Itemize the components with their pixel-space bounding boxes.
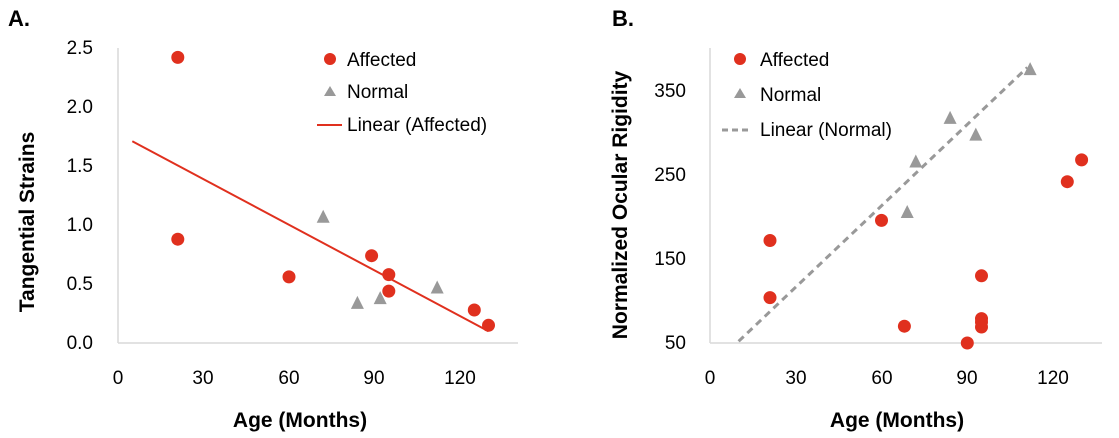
panel-b-ytick: 150 <box>654 249 686 270</box>
legend-affected-marker <box>324 53 336 65</box>
panel-b-xtick: 30 <box>785 368 806 389</box>
legend-normal-marker <box>734 88 746 98</box>
panel-b-ytick: 250 <box>654 165 686 186</box>
panel-b-point-affected <box>1075 153 1089 167</box>
panel-b-y-axis-title: Normalized Ocular Rigidity <box>609 70 632 339</box>
panel-a-point-affected <box>467 303 481 317</box>
legend-normal-label: Normal <box>347 82 408 103</box>
panel-a-point-affected <box>171 50 185 64</box>
panel-b-point-affected <box>1060 175 1074 189</box>
legend-normal-marker <box>324 86 336 96</box>
legend-affected-label: Affected <box>760 50 829 71</box>
panel-a-x-axis-title: Age (Months) <box>233 409 367 432</box>
panel-b-ytick: 50 <box>665 333 686 354</box>
panel-a-ytick: 2.0 <box>67 97 93 118</box>
panel-a-trendline <box>131 140 489 333</box>
panel-a-point-affected <box>482 318 495 332</box>
legend-normal-label: Normal <box>760 85 821 106</box>
legend-trendline-label: Linear (Normal) <box>760 120 892 141</box>
panel-b-point-normal <box>900 204 914 218</box>
panel-b-point-affected <box>975 320 988 334</box>
panel-b-x-axis-title: Age (Months) <box>830 409 964 432</box>
panel-b-point-affected <box>763 291 777 305</box>
panel-b-legend: Affected Normal Linear (Normal) <box>722 50 892 141</box>
panel-b: B. 50 150 250 350 0 30 60 90 120 Age (Mo… <box>609 6 1102 432</box>
panel-a-point-normal <box>350 295 364 309</box>
panel-b-xtick: 0 <box>705 368 716 389</box>
panel-a-point-affected <box>382 268 396 282</box>
panel-b-point-affected <box>763 234 777 247</box>
legend-affected-label: Affected <box>347 50 416 71</box>
panel-a-y-axis-title: Tangential Strains <box>16 132 39 312</box>
panel-a-ytick: 2.5 <box>67 38 93 59</box>
panel-a-ytick: 1.0 <box>67 215 93 236</box>
panel-a-point-normal <box>373 291 387 305</box>
panel-b-ytick: 350 <box>654 81 686 102</box>
panel-a-point-affected <box>171 232 185 246</box>
panel-a-xtick: 60 <box>278 368 299 389</box>
panel-a-xtick: 30 <box>192 368 213 389</box>
panel-a-ytick: 0.5 <box>67 274 93 295</box>
panel-b-xtick: 120 <box>1037 368 1069 389</box>
panel-b-point-normal <box>909 154 923 168</box>
legend-trendline-label: Linear (Affected) <box>347 115 487 136</box>
panel-a-point-normal <box>316 209 330 223</box>
panel-a-point-affected <box>365 249 379 263</box>
panel-a-legend: Affected Normal Linear (Affected) <box>317 50 487 136</box>
panel-a-label: A. <box>8 6 30 31</box>
panel-a-plot-area <box>131 50 495 333</box>
panel-b-point-affected <box>975 269 988 283</box>
panel-a: A. 0.0 0.5 1.0 1.5 2.0 2.5 0 30 60 90 12… <box>8 6 518 432</box>
legend-affected-marker <box>734 53 746 65</box>
panel-b-point-affected <box>875 213 888 227</box>
panel-a-point-affected <box>282 270 296 284</box>
panel-b-xtick: 90 <box>956 368 977 389</box>
panel-a-xtick: 90 <box>363 368 384 389</box>
panel-b-point-normal <box>969 127 983 141</box>
panel-a-point-affected <box>382 284 396 298</box>
panel-b-xtick: 60 <box>871 368 892 389</box>
panel-b-point-affected <box>960 336 974 350</box>
panel-a-xtick: 120 <box>444 368 476 389</box>
panel-b-point-affected <box>897 319 911 333</box>
panel-a-xtick: 0 <box>113 368 124 389</box>
panel-a-point-normal <box>430 280 444 294</box>
panel-a-ytick: 1.5 <box>67 156 93 177</box>
panel-b-point-normal <box>943 110 957 124</box>
panel-a-ytick: 0.0 <box>67 333 93 354</box>
panel-b-point-normal <box>1023 62 1037 76</box>
panel-b-plot-area <box>737 62 1089 350</box>
panel-b-trendline <box>737 66 1029 343</box>
panel-b-label: B. <box>612 6 634 31</box>
